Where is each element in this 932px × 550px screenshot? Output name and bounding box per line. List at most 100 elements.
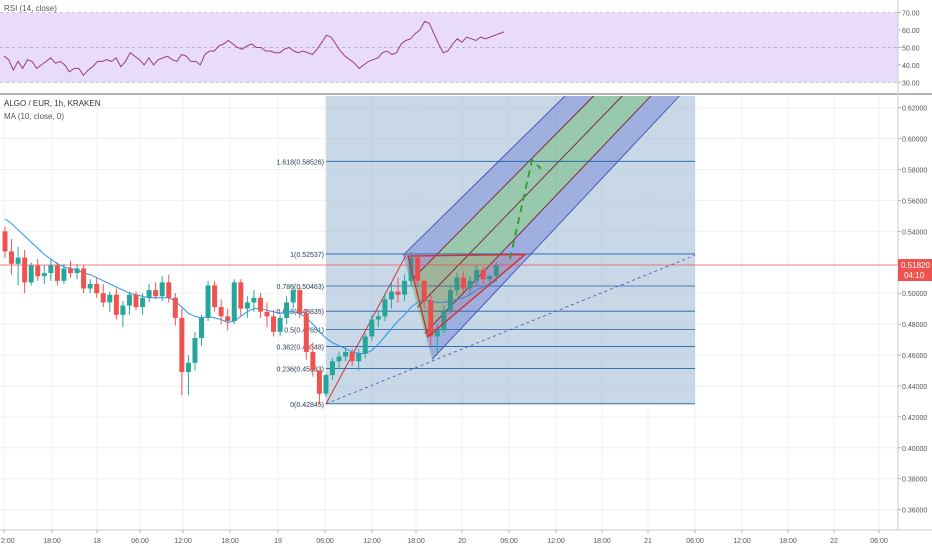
time-axis[interactable]: 2:00 18:00 18 06:00 12:00 18:00 19 06:00 12:00 18… — [1, 530, 888, 545]
rsi-line — [3, 20, 505, 77]
price-tick-label: 0.44000 — [902, 384, 927, 391]
ma-label[interactable]: MA (10, close, 0) — [4, 112, 64, 121]
projection-path[interactable] — [509, 158, 542, 260]
candle-body — [28, 265, 34, 283]
current-price-value: 0.51820 — [901, 261, 930, 270]
price-axis[interactable]: 0.62000 0.60000 0.58000 0.56000 0.54000 0.500… — [898, 106, 927, 515]
candle-body — [382, 299, 388, 317]
candle-body — [395, 291, 401, 295]
candle-body — [330, 361, 335, 376]
candle-body — [297, 290, 303, 314]
price-tick-label: 0.46000 — [902, 353, 927, 360]
candle-body — [388, 291, 394, 300]
candle-body — [349, 351, 355, 362]
trend-line — [325, 255, 407, 405]
candle-body — [15, 257, 21, 264]
time-tick-label: 18 — [93, 538, 101, 545]
candle-body — [264, 311, 270, 317]
price-tick-label: 0.60000 — [902, 137, 927, 144]
candle-body — [447, 290, 453, 311]
fib-level-label: 0.382(0.46548) — [277, 345, 324, 352]
drawings[interactable]: 1.618(0.58526) 1(0.52537) 0.786(0.50463) 0.… — [277, 95, 696, 409]
candle-body — [81, 268, 87, 289]
price-tick-label: 0.54000 — [902, 229, 927, 236]
rsi-tick-label: 60.00 — [902, 28, 920, 35]
fib-box[interactable] — [326, 96, 695, 404]
candle-body — [54, 265, 60, 281]
time-tick-label: 06:00 — [131, 538, 149, 545]
channel-line — [402, 95, 566, 256]
channel-line — [424, 95, 652, 334]
rsi-band — [0, 12, 898, 83]
candle-body — [441, 310, 447, 331]
candle-body — [290, 290, 296, 303]
symbol-title[interactable]: ALGO / EUR, 1h, KRAKEN — [4, 99, 101, 108]
fib-level-label: 1(0.52537) — [290, 252, 324, 259]
time-tick-label: 06:00 — [870, 538, 888, 545]
time-tick-label: 12:00 — [363, 538, 381, 545]
candle-body — [493, 265, 499, 277]
price-tick-label: 0.62000 — [902, 106, 927, 113]
candle-body — [9, 251, 15, 264]
time-tick-label: 06:00 — [316, 538, 334, 545]
time-tick-label: 06:00 — [686, 538, 704, 545]
rsi-tick-label: 70.00 — [902, 11, 920, 18]
candle-body — [41, 273, 47, 277]
candle-body — [153, 290, 159, 297]
channel-line — [431, 95, 680, 360]
candle-body — [323, 375, 329, 394]
candle-body — [172, 297, 178, 318]
current-price-marker: 0.51820 04:10 — [898, 259, 932, 282]
overlays[interactable] — [407, 158, 542, 339]
price-tick-label: 0.58000 — [902, 167, 927, 174]
candle-body — [284, 302, 290, 318]
candle-body — [74, 268, 80, 274]
time-tick-label: 12:00 — [733, 538, 751, 545]
fib-level-label: 0.236(0.45133) — [277, 366, 324, 373]
candle-body — [428, 300, 434, 337]
candle-body — [2, 231, 8, 252]
candle-body — [336, 356, 342, 362]
candle-body — [218, 307, 224, 317]
time-tick-label: 18:00 — [593, 538, 611, 545]
candle-body — [205, 285, 211, 318]
fib-level-label: 1.618(0.58526) — [277, 159, 324, 166]
candle-body — [179, 317, 185, 373]
candle-body — [257, 297, 263, 312]
price-tick-label: 0.48000 — [902, 322, 927, 329]
triangle-pattern[interactable] — [407, 253, 527, 339]
candle-body — [480, 269, 486, 280]
candle-body — [140, 297, 146, 308]
candle-body — [35, 265, 41, 277]
channel-band — [403, 96, 594, 282]
candle-body — [402, 280, 408, 295]
price-tick-label: 0.38000 — [902, 477, 927, 484]
time-tick-label: 2:00 — [1, 538, 15, 545]
candle-body — [244, 302, 250, 309]
candle-body — [87, 283, 93, 289]
candle-body — [343, 351, 349, 357]
candle-body — [251, 297, 257, 303]
candle-body — [231, 282, 237, 322]
rsi-axis[interactable]: 70.00 60.00 50.00 40.00 30.00 — [898, 11, 920, 88]
candle-body — [61, 268, 67, 281]
candle-body — [375, 316, 381, 320]
time-tick-label: 21 — [644, 538, 652, 545]
time-tick-label: 06:00 — [500, 538, 518, 545]
candle-body — [467, 280, 473, 289]
rsi-label: RSI (14, close) — [4, 4, 57, 13]
candle-body — [474, 269, 480, 281]
candle-body — [185, 362, 191, 373]
time-tick-label: 12:00 — [174, 538, 192, 545]
candle-body — [126, 294, 132, 306]
price-tick-label: 0.50000 — [902, 291, 927, 298]
candle-body — [356, 353, 362, 362]
rsi-pane[interactable]: RSI (14, close) — [0, 4, 898, 83]
rsi-tick-label: 40.00 — [902, 63, 920, 70]
candle-body — [362, 336, 368, 354]
price-pane[interactable]: 1.618(0.58526) 1(0.52537) 0.786(0.50463) 0.… — [0, 95, 898, 529]
countdown-value: 04:10 — [904, 271, 925, 280]
price-tick-label: 0.42000 — [902, 415, 927, 422]
channel-band — [424, 96, 680, 360]
